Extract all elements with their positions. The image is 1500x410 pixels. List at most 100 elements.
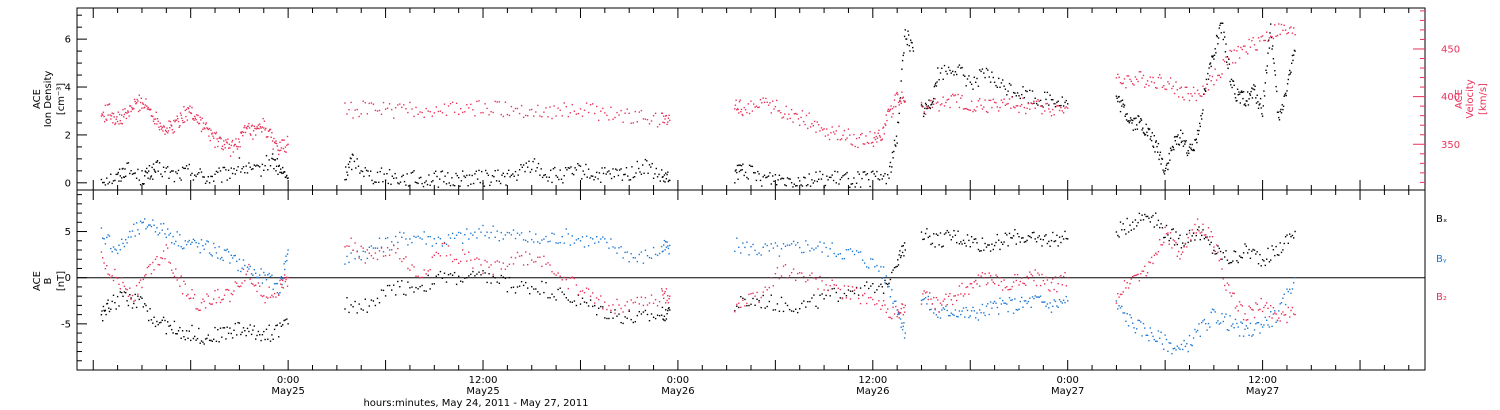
data-point	[232, 151, 234, 153]
data-point	[234, 281, 236, 283]
data-point	[663, 180, 665, 182]
data-point	[397, 182, 399, 184]
data-point	[348, 245, 350, 247]
data-point	[606, 171, 609, 173]
data-point	[563, 175, 565, 177]
data-point	[415, 106, 417, 109]
data-point	[146, 310, 149, 312]
data-point	[1045, 234, 1047, 236]
data-point	[372, 257, 375, 259]
data-point	[831, 288, 833, 290]
data-point	[999, 297, 1001, 299]
data-point	[405, 184, 407, 186]
data-point	[1052, 99, 1054, 101]
data-point	[901, 68, 903, 70]
data-point	[893, 267, 896, 269]
data-point	[815, 305, 817, 307]
data-point	[110, 118, 112, 120]
data-point	[782, 243, 785, 245]
data-point	[1003, 302, 1005, 304]
data-point	[1294, 313, 1296, 316]
panel-1-ylabel-line-2: Ion Density	[43, 71, 54, 128]
data-point	[1232, 260, 1234, 262]
series-0-segment-3	[920, 228, 1069, 252]
data-point	[786, 244, 789, 246]
data-point	[545, 263, 547, 265]
data-point	[403, 232, 405, 234]
data-point	[872, 298, 874, 301]
data-point	[1006, 103, 1008, 105]
data-point	[979, 98, 981, 100]
data-point	[218, 137, 220, 139]
data-point	[876, 289, 878, 291]
data-point	[1280, 251, 1283, 254]
data-point	[185, 165, 188, 167]
data-point	[276, 282, 278, 285]
data-point	[116, 277, 119, 279]
data-point	[903, 306, 905, 309]
data-point	[1060, 106, 1062, 109]
data-point	[769, 172, 771, 174]
data-point	[464, 277, 466, 279]
data-point	[809, 185, 812, 187]
data-point	[160, 125, 162, 127]
data-point	[204, 243, 207, 245]
data-point	[1132, 119, 1134, 122]
data-point	[1054, 276, 1057, 278]
data-point	[762, 97, 764, 99]
data-point	[102, 114, 104, 116]
data-point	[1118, 305, 1120, 307]
data-point	[773, 180, 775, 182]
data-point	[376, 247, 379, 249]
data-point	[480, 112, 482, 114]
data-point	[1284, 94, 1286, 96]
data-point	[754, 172, 756, 174]
data-point	[961, 310, 963, 312]
data-point	[156, 320, 158, 323]
data-point	[265, 127, 267, 130]
data-point	[981, 68, 984, 70]
data-point	[527, 115, 529, 117]
data-point	[397, 241, 399, 244]
data-point	[1141, 335, 1143, 337]
data-point	[667, 309, 669, 312]
data-point	[1272, 45, 1274, 47]
data-point	[131, 230, 134, 232]
data-point	[136, 98, 138, 101]
data-point	[1044, 91, 1046, 93]
data-point	[984, 99, 986, 101]
data-point	[1160, 223, 1162, 225]
data-point	[941, 103, 943, 105]
data-point	[117, 171, 119, 174]
data-point	[632, 176, 634, 179]
data-point	[354, 109, 356, 111]
data-point	[650, 313, 653, 315]
data-point	[772, 247, 774, 249]
data-point	[772, 175, 774, 177]
data-point	[784, 184, 786, 186]
data-point	[1257, 107, 1260, 109]
data-point	[1121, 105, 1123, 107]
data-point	[764, 286, 766, 288]
data-point	[520, 281, 523, 283]
data-point	[805, 240, 807, 242]
data-point	[650, 120, 653, 122]
data-point	[767, 104, 770, 106]
data-point	[464, 253, 466, 255]
data-point	[1276, 319, 1279, 321]
data-point	[567, 299, 569, 301]
data-point	[789, 178, 791, 180]
data-point	[1188, 334, 1191, 337]
data-point	[772, 100, 774, 102]
data-point	[1167, 162, 1170, 164]
data-point	[409, 269, 411, 271]
data-point	[1275, 313, 1277, 315]
data-point	[1224, 256, 1226, 258]
data-point	[405, 238, 407, 240]
data-point	[929, 106, 931, 109]
data-point	[587, 288, 590, 290]
data-point	[604, 317, 606, 319]
data-point	[1060, 275, 1062, 277]
data-point	[575, 239, 578, 241]
data-point	[567, 287, 569, 290]
